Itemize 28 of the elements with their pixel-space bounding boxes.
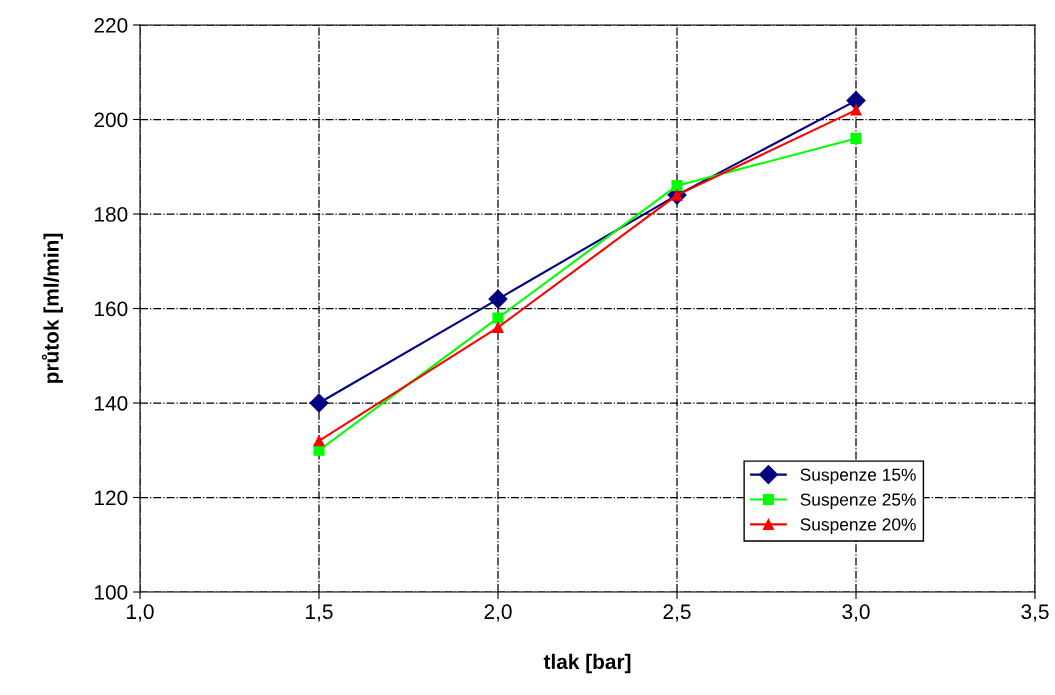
x-tick-label: 3,0: [842, 604, 870, 622]
x-tick-label: 3,5: [1021, 604, 1049, 622]
y-axis-title: průtok [ml/min]: [41, 233, 63, 383]
point: [850, 104, 862, 116]
x-tick-label: 2,0: [484, 604, 512, 622]
point: [309, 393, 329, 413]
legend-label: Suspenze 20%: [800, 518, 916, 535]
point: [492, 321, 504, 333]
legend-label: Suspenze 15%: [800, 468, 916, 485]
y-tick-label: 220: [94, 18, 128, 33]
point: [492, 312, 504, 324]
y-tick-label: 200: [94, 112, 128, 128]
y-tick-label: 120: [95, 490, 128, 506]
x-tick-label: 1,0: [127, 604, 154, 622]
point: [313, 435, 325, 447]
point: [313, 444, 325, 456]
point: [846, 91, 866, 111]
point: [488, 289, 508, 309]
y-tick-label: 140: [95, 396, 128, 411]
point: [850, 132, 862, 144]
y-tick-label: 180: [95, 207, 128, 222]
x-axis-title: tlak [bar]: [543, 653, 631, 674]
y-tick-label: 100: [95, 585, 128, 600]
x-tick-label: 2,5: [663, 604, 691, 622]
x-tick-label: 1,5: [306, 604, 333, 622]
point: [671, 180, 683, 192]
legend-label: Suspenze 25%: [800, 493, 916, 510]
y-tick-label: 160: [95, 301, 128, 317]
